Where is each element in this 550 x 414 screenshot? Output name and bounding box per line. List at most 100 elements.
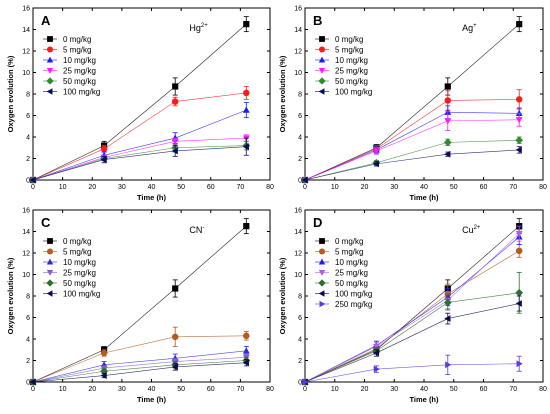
y-tick-label: 10 [294,272,302,279]
data-point [515,247,523,255]
series-250-mg-per-kg: 250 mg/kg [302,300,523,386]
x-tick-label: 70 [509,184,517,191]
series-0-mg-per-kg: 0 mg/kg [29,218,250,386]
data-point [302,378,309,386]
series-line [304,149,520,181]
y-tick-label: 0 [298,380,302,387]
x-tick-label: 80 [539,386,547,393]
x-tick-label: 20 [88,386,96,393]
legend-label: 0 mg/kg [63,35,91,44]
data-point [171,147,178,155]
legend-marker [318,46,326,53]
x-tick-label: 50 [177,184,185,191]
x-tick-label: 80 [266,386,274,393]
x-tick-label: 70 [236,386,244,393]
y-tick-label: 12 [22,251,30,258]
legend-marker [318,270,326,276]
legend-marker [319,300,326,308]
legend-marker [46,290,53,297]
x-tick-label: 50 [450,184,458,191]
series-line [304,292,520,383]
x-tick-label: 20 [88,184,96,191]
data-point [171,333,179,341]
series-line [32,356,247,383]
y-tick-label: 16 [294,208,302,215]
data-point [444,97,452,104]
legend-label: 0 mg/kg [335,237,363,246]
x-tick-label: 20 [361,184,369,191]
legend-marker [318,290,325,297]
data-point [100,349,108,357]
data-point [301,176,308,184]
data-point [443,298,452,307]
legend-marker [318,258,326,265]
series-line [32,225,247,383]
data-point [515,117,523,124]
legend-marker [318,279,326,287]
data-point [242,359,249,367]
x-tick-label: 0 [303,184,307,191]
data-point [242,143,249,151]
x-tick-label: 80 [266,184,274,191]
legend-label: 25 mg/kg [335,269,368,278]
legend-label: 50 mg/kg [63,77,96,86]
data-point [29,176,36,184]
series-line [304,119,520,181]
x-tick-label: 70 [236,184,244,191]
series-line [32,360,247,383]
y-tick-label: 0 [26,380,30,387]
legend-marker [46,46,54,53]
y-tick-label: 10 [22,272,30,279]
y-tick-label: 14 [294,229,302,236]
y-tick-label: 12 [294,251,302,258]
data-point [29,378,36,386]
legend-label: 100 mg/kg [335,88,372,97]
legend-marker [46,248,54,255]
y-tick-label: 14 [22,27,30,34]
panel-a: 0 10 20 30 40 50 60 70 80 0 2 4 6 8 10 12 14 16 Time (h) Ox… [6,6,274,203]
y-tick-label: 8 [298,294,302,301]
series-line [304,225,520,383]
legend-label: 0 mg/kg [63,237,91,246]
data-point [243,223,250,230]
data-point [100,145,108,153]
x-tick-label: 60 [207,184,215,191]
legend-label: 25 mg/kg [63,67,96,76]
data-point [515,288,524,297]
data-point [171,138,179,145]
y-tick-label: 4 [298,337,302,344]
legend-label: 50 mg/kg [63,279,96,288]
series-line [32,335,247,383]
y-tick-label: 0 [298,178,302,185]
data-point [515,146,522,154]
series-line [304,111,520,181]
data-point [171,363,178,371]
series-line [304,233,520,383]
y-axis-title: Oxygen evolution (%) [278,257,287,334]
legend-marker [318,68,326,74]
data-point [516,360,523,368]
legend-label: 10 mg/kg [335,56,368,65]
legend-marker [318,56,326,63]
legend-marker [46,88,53,95]
panel-letter: B [313,13,322,28]
data-point [100,372,107,379]
series-line [32,92,247,181]
y-tick-label: 2 [298,156,302,163]
x-tick-label: 80 [539,184,547,191]
legend-label: 100 mg/kg [63,290,100,299]
data-point [515,300,522,307]
x-axis-title: Time (h) [137,193,167,202]
y-tick-label: 16 [22,208,30,215]
data-point [242,347,250,354]
x-tick-label: 0 [303,386,307,393]
x-axis-title: Time (h) [409,193,439,202]
x-axis-title: Time (h) [137,395,167,404]
legend-label: 5 mg/kg [335,46,363,55]
series-line [32,137,247,181]
y-axis-title: Oxygen evolution (%) [6,55,15,132]
x-tick-label: 50 [450,386,458,393]
legend-label: 250 mg/kg [335,300,372,309]
y-tick-label: 12 [22,49,30,56]
